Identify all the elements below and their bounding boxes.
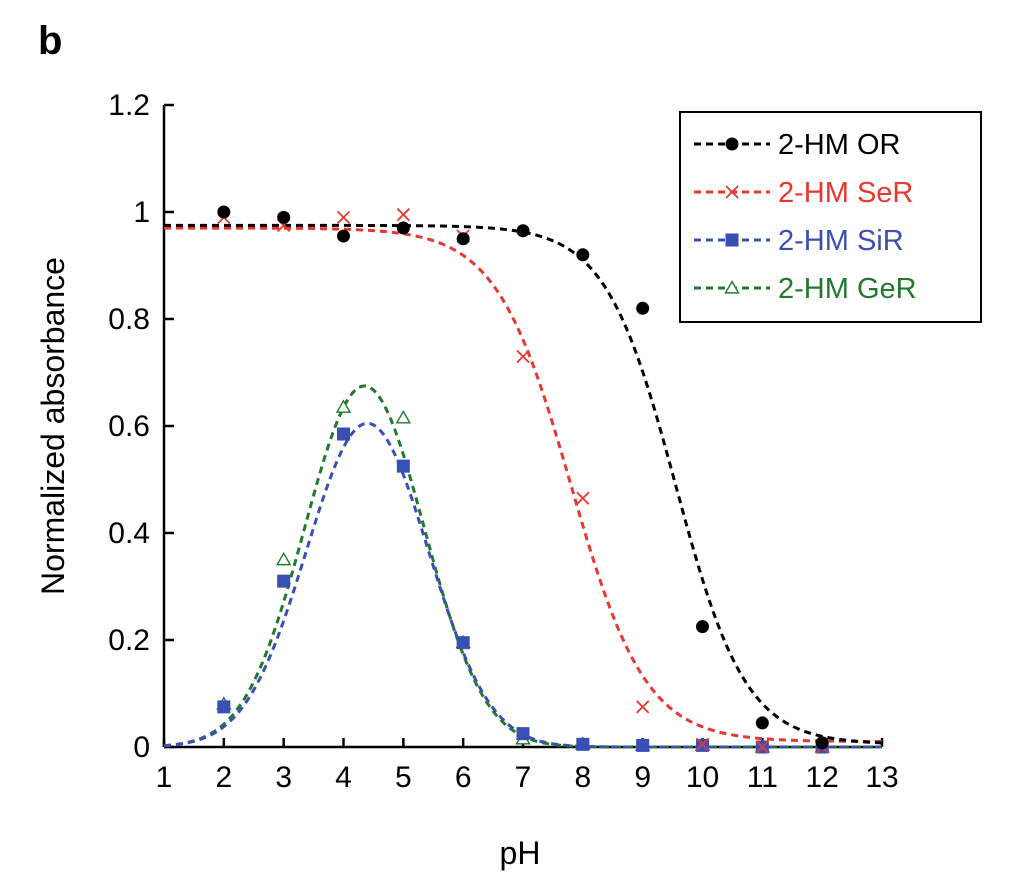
data-point-2-hm-or bbox=[576, 248, 590, 262]
data-point-2-hm-ser bbox=[636, 700, 650, 714]
data-point-2-hm-or bbox=[696, 620, 709, 634]
legend-label: 2-HM SiR bbox=[778, 225, 904, 257]
data-point-2-hm-or bbox=[815, 736, 829, 750]
y-tick-label: 0 bbox=[133, 731, 150, 764]
data-point-2-hm-ser bbox=[396, 208, 410, 222]
legend-item-2-hm-ger: 2-HM GeR bbox=[694, 273, 917, 305]
legend-marker bbox=[725, 233, 739, 247]
legend-item-2-hm-sir: 2-HM SiR bbox=[694, 225, 904, 257]
x-axis-label: pH bbox=[500, 835, 541, 871]
data-point-2-hm-sir bbox=[337, 427, 350, 441]
x-tick-label: 8 bbox=[574, 761, 591, 794]
data-point-2-hm-or bbox=[396, 221, 410, 235]
fit-curve-2-hm-sir bbox=[163, 421, 882, 749]
data-point-2-hm-or bbox=[337, 229, 350, 243]
fit-curve-2-hm-ger bbox=[163, 384, 882, 749]
y-axis-label: Normalized absorbance bbox=[35, 257, 71, 595]
data-point-2-hm-sir bbox=[396, 459, 410, 473]
legend-label: 2-HM SeR bbox=[778, 177, 913, 209]
y-tick-label: 1.2 bbox=[108, 89, 150, 122]
x-tick-label: 10 bbox=[686, 761, 719, 794]
legend-marker bbox=[725, 137, 739, 151]
data-point-2-hm-sir bbox=[516, 727, 530, 741]
x-tick-label: 2 bbox=[215, 761, 232, 794]
legend-marker bbox=[725, 185, 739, 199]
data-point-2-hm-or bbox=[217, 205, 231, 219]
data-point-2-hm-ser bbox=[576, 491, 590, 505]
data-point-2-hm-or bbox=[516, 224, 530, 238]
data-point-2-hm-sir bbox=[217, 700, 231, 714]
legend-label: 2-HM OR bbox=[778, 129, 900, 161]
data-point-2-hm-or bbox=[277, 210, 291, 224]
data-point-2-hm-ser bbox=[336, 210, 351, 224]
data-point-2-hm-ger bbox=[275, 551, 292, 566]
data-point-2-hm-ser bbox=[695, 737, 710, 751]
data-point-2-hm-sir bbox=[456, 636, 470, 650]
x-tick-label: 6 bbox=[455, 761, 472, 794]
x-tick-label: 1 bbox=[156, 761, 173, 794]
x-tick-label: 13 bbox=[865, 761, 898, 794]
series-2-hm-ger bbox=[216, 399, 830, 753]
series-2-hm-sir bbox=[217, 427, 829, 754]
data-point-2-hm-sir bbox=[277, 574, 291, 588]
y-tick-label: 1 bbox=[133, 196, 150, 229]
data-point-2-hm-or bbox=[636, 301, 650, 315]
legend: 2-HM OR 2-HM SeR 2-HM SiR 2-HM GeR bbox=[679, 111, 982, 323]
data-point-2-hm-sir bbox=[636, 738, 650, 752]
data-point-2-hm-ger bbox=[395, 410, 412, 424]
panel-label: b bbox=[38, 19, 62, 63]
legend-marker bbox=[724, 280, 740, 294]
x-tick-label: 11 bbox=[747, 761, 778, 794]
x-tick-label: 7 bbox=[515, 761, 532, 794]
series-2-hm-or bbox=[217, 205, 829, 750]
data-point-2-hm-or bbox=[755, 716, 769, 730]
data-point-2-hm-ger bbox=[335, 399, 352, 413]
x-tick-label: 3 bbox=[275, 761, 292, 794]
legend-label: 2-HM GeR bbox=[778, 273, 917, 305]
y-tick-label: 0.8 bbox=[108, 303, 150, 336]
x-tick-label: 4 bbox=[335, 761, 352, 794]
x-tick-label: 12 bbox=[805, 761, 838, 794]
data-point-2-hm-sir bbox=[576, 737, 590, 751]
data-points bbox=[216, 205, 830, 754]
data-point-2-hm-ser bbox=[516, 349, 530, 364]
x-tick-label: 5 bbox=[395, 761, 412, 794]
fit-curve-2-hm-ser bbox=[164, 226, 883, 744]
y-tick-label: 0.2 bbox=[108, 624, 150, 657]
y-tick-label: 0.6 bbox=[108, 410, 150, 443]
legend-item-2-hm-ser: 2-HM SeR bbox=[694, 177, 913, 209]
legend-item-2-hm-or: 2-HM OR bbox=[694, 129, 900, 161]
x-tick-label: 9 bbox=[634, 761, 651, 794]
y-tick-label: 0.4 bbox=[108, 517, 150, 550]
data-point-2-hm-ser bbox=[755, 740, 769, 754]
data-point-2-hm-or bbox=[456, 232, 470, 246]
